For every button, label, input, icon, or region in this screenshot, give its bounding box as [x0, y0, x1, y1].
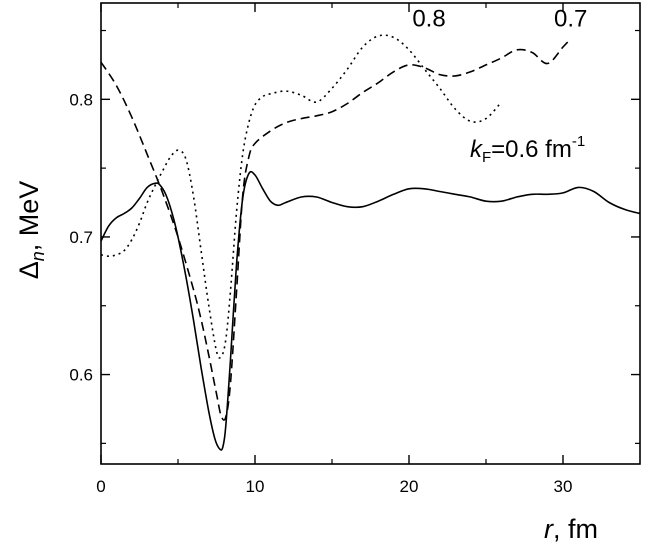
- x-axis-var: r: [544, 514, 554, 544]
- kf-var: k: [470, 136, 484, 163]
- x-tick-label-30: 30: [554, 477, 573, 496]
- plot-frame: [100, 2, 641, 465]
- x-axis-unit: , fm: [553, 514, 598, 544]
- x-tick-label-10: 10: [246, 477, 265, 496]
- y-tick-label-0.8: 0.8: [69, 90, 93, 109]
- y-tick-label-0.6: 0.6: [69, 366, 93, 385]
- kf-sub: F: [482, 149, 491, 166]
- ticks: [100, 3, 640, 464]
- kf-sup: -1: [572, 133, 585, 150]
- series-layer: [100, 34, 641, 451]
- y-tick-label-0.7: 0.7: [69, 228, 93, 247]
- y-axis-sub: n: [28, 251, 48, 261]
- annotation-0.8: 0.8: [412, 5, 445, 32]
- annotation-0.7: 0.7: [554, 5, 587, 32]
- tick-labels: 0 10 20 30 0.6 0.7 0.8: [69, 90, 572, 496]
- x-tick-label-0: 0: [96, 477, 105, 496]
- series-solid-line: [100, 170, 641, 451]
- kf-text: =0.6 fm: [491, 136, 572, 163]
- y-axis-title: Δn, MeV: [14, 181, 48, 280]
- kf-label: kF=0.6 fm-1: [470, 133, 585, 166]
- x-tick-label-20: 20: [400, 477, 419, 496]
- y-axis-var: Δ: [14, 261, 44, 279]
- series-dashed-line: [100, 38, 572, 421]
- x-axis-title: r, fm: [544, 514, 598, 544]
- y-axis-unit: , MeV: [14, 181, 44, 252]
